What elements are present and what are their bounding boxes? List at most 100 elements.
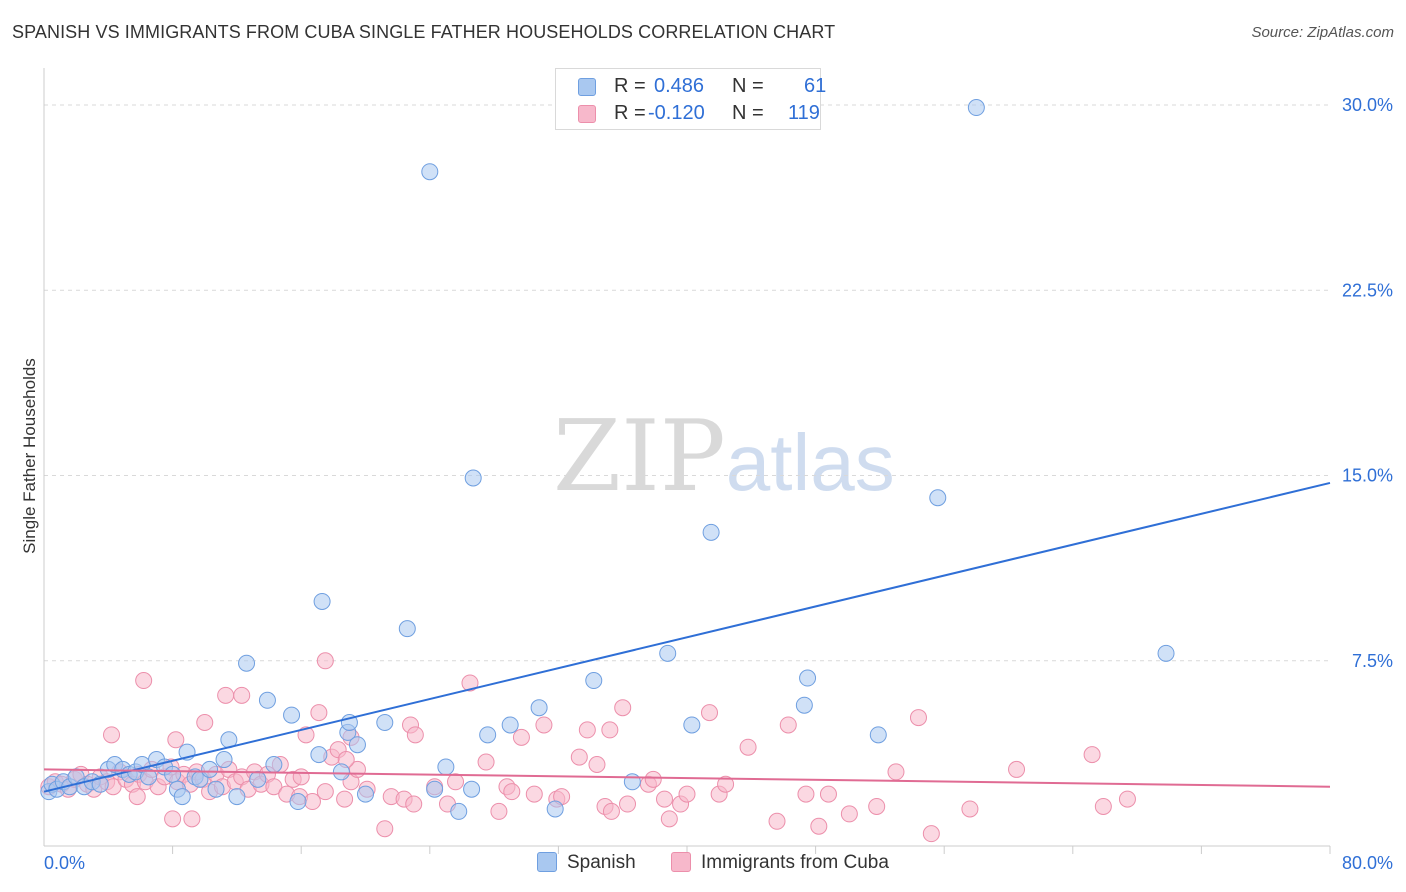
legend-n-label: N = bbox=[732, 75, 764, 97]
point-cuba bbox=[128, 788, 146, 806]
point-cuba bbox=[922, 825, 940, 843]
legend-r-label: R = bbox=[614, 75, 646, 97]
watermark: ZIPatlas bbox=[553, 400, 895, 514]
y-tick-label: 15.0% bbox=[1342, 466, 1393, 486]
point-cuba bbox=[570, 748, 588, 766]
point-cuba bbox=[405, 795, 423, 813]
point-cuba bbox=[406, 726, 424, 744]
source-label: Source: ZipAtlas.com bbox=[1251, 24, 1394, 41]
point-spanish bbox=[929, 489, 947, 507]
point-cuba bbox=[535, 716, 553, 734]
point-cuba bbox=[461, 674, 479, 692]
point-spanish bbox=[258, 691, 276, 709]
legend-swatch-spanish bbox=[578, 78, 596, 96]
point-spanish bbox=[238, 654, 256, 672]
chart-title: SPANISH VS IMMIGRANTS FROM CUBA SINGLE F… bbox=[12, 22, 836, 42]
watermark-atlas: atlas bbox=[725, 418, 895, 507]
legend-n-label: N = bbox=[732, 102, 764, 124]
point-spanish bbox=[164, 765, 182, 783]
point-cuba bbox=[1083, 746, 1101, 764]
point-spanish bbox=[207, 780, 225, 798]
point-cuba bbox=[779, 716, 797, 734]
point-cuba bbox=[819, 785, 837, 803]
point-spanish bbox=[139, 768, 157, 786]
point-cuba bbox=[619, 795, 637, 813]
point-cuba bbox=[678, 785, 696, 803]
point-spanish bbox=[683, 716, 701, 734]
point-spanish bbox=[799, 669, 817, 687]
point-spanish bbox=[464, 469, 482, 487]
legend-n-value: 119 bbox=[788, 102, 820, 124]
point-spanish bbox=[795, 696, 813, 714]
point-cuba bbox=[1118, 790, 1136, 808]
point-cuba bbox=[717, 775, 735, 793]
point-cuba bbox=[701, 704, 719, 722]
point-spanish bbox=[1157, 644, 1175, 662]
point-spanish bbox=[228, 788, 246, 806]
point-spanish bbox=[426, 780, 444, 798]
point-cuba bbox=[135, 672, 153, 690]
watermark-zip: ZIP bbox=[553, 400, 726, 514]
legend-swatch-cuba bbox=[578, 105, 596, 123]
legend-r-label: R = bbox=[614, 102, 646, 124]
legend-n-value: 61 bbox=[804, 75, 827, 97]
point-cuba bbox=[164, 810, 182, 828]
point-cuba bbox=[490, 802, 508, 820]
point-spanish bbox=[215, 751, 233, 769]
point-cuba bbox=[265, 778, 283, 796]
point-spanish bbox=[869, 726, 887, 744]
point-cuba bbox=[578, 721, 596, 739]
point-cuba bbox=[503, 783, 521, 801]
point-cuba bbox=[183, 810, 201, 828]
point-spanish bbox=[421, 163, 439, 181]
bottom-legend-label-cuba: Immigrants from Cuba bbox=[701, 852, 889, 873]
point-cuba bbox=[196, 714, 214, 732]
point-cuba bbox=[868, 797, 886, 815]
point-spanish bbox=[398, 620, 416, 638]
point-cuba bbox=[655, 790, 673, 808]
point-cuba bbox=[1008, 760, 1026, 778]
point-spanish bbox=[249, 770, 267, 788]
point-spanish bbox=[479, 726, 497, 744]
point-cuba bbox=[601, 721, 619, 739]
point-cuba bbox=[810, 817, 828, 835]
point-cuba bbox=[797, 785, 815, 803]
point-spanish bbox=[265, 755, 283, 773]
legend-r-value: -0.120 bbox=[648, 102, 705, 124]
point-spanish bbox=[357, 785, 374, 803]
y-tick-label: 22.5% bbox=[1342, 280, 1393, 300]
bottom-legend-cuba: Immigrants from Cuba bbox=[671, 852, 889, 874]
point-cuba bbox=[840, 805, 858, 823]
point-spanish bbox=[173, 788, 191, 806]
point-cuba bbox=[1094, 797, 1112, 815]
point-cuba bbox=[887, 763, 905, 781]
legend-r-value: 0.486 bbox=[654, 75, 705, 97]
point-cuba bbox=[660, 810, 678, 828]
point-cuba bbox=[909, 709, 927, 727]
point-cuba bbox=[310, 704, 328, 722]
point-spanish bbox=[332, 763, 350, 781]
trend-line-cuba bbox=[43, 768, 1331, 788]
point-spanish bbox=[376, 714, 394, 732]
bottom-legend-spanish: Spanish bbox=[537, 852, 636, 874]
point-cuba bbox=[233, 686, 251, 704]
point-spanish bbox=[501, 716, 519, 734]
point-cuba bbox=[297, 726, 315, 744]
point-cuba bbox=[316, 652, 334, 670]
trend-line-spanish bbox=[43, 481, 1331, 793]
point-cuba bbox=[167, 731, 185, 749]
point-spanish bbox=[437, 758, 455, 776]
y-tick-label: 7.5% bbox=[1352, 651, 1393, 671]
point-spanish bbox=[313, 592, 331, 610]
point-cuba bbox=[614, 699, 632, 717]
point-spanish bbox=[91, 775, 109, 793]
point-cuba bbox=[602, 802, 620, 820]
point-spanish bbox=[348, 736, 366, 754]
point-spanish bbox=[623, 773, 641, 791]
point-cuba bbox=[588, 755, 606, 773]
point-spanish bbox=[201, 760, 219, 778]
point-cuba bbox=[739, 738, 757, 756]
point-spanish bbox=[463, 780, 481, 798]
correlation-legend: R = 0.486 N = 61 R = -0.120 N = 119 bbox=[555, 68, 826, 130]
